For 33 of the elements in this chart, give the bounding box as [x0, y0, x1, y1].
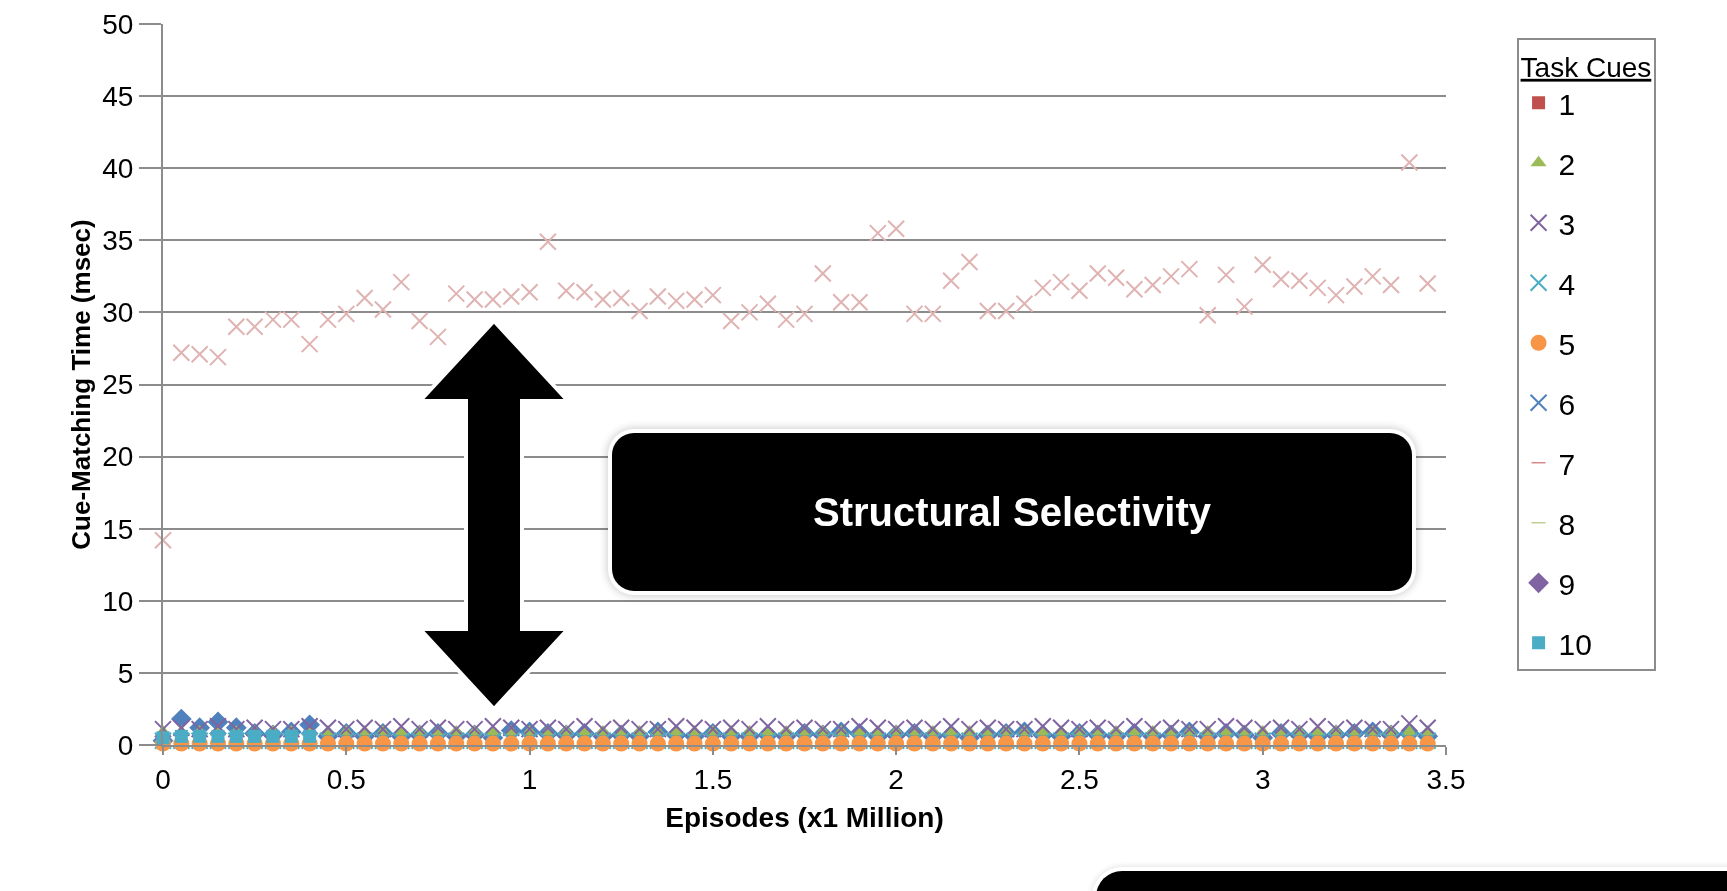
x-tick-label: 2.5 — [1059, 763, 1099, 795]
x-tick-label: 0.5 — [326, 763, 366, 795]
y-tick-label: 50 — [102, 8, 134, 40]
x-tick-label: 1 — [521, 763, 538, 795]
y-tick-label: 40 — [102, 153, 134, 184]
y-tick-label: 0 — [117, 729, 134, 761]
y-axis-title: Cue-Matching Time (msec) — [66, 219, 97, 550]
y-tick-label: 15 — [102, 513, 134, 545]
legend-label: 2 — [1558, 147, 1576, 181]
x-axis-title: Episodes (x1 Million) — [665, 802, 944, 834]
annotation: Structural Selectivity — [813, 489, 1211, 535]
y-tick-label: 20 — [102, 441, 134, 473]
legend-title: Task Cues — [1520, 51, 1652, 83]
legend-label: 3 — [1558, 207, 1576, 241]
legend-label: 9 — [1558, 567, 1576, 601]
legend-label: 1 — [1558, 87, 1576, 121]
x-tick-label: 0 — [155, 763, 171, 795]
legend-label: 4 — [1558, 267, 1576, 301]
y-tick-label: 5 — [117, 657, 134, 689]
y-tick-label: 10 — [102, 585, 134, 617]
legend-label: 6 — [1558, 387, 1576, 421]
y-tick-label: 30 — [102, 297, 134, 329]
y-tick-label: 25 — [102, 369, 134, 401]
x-tick-label: 3 — [1254, 763, 1271, 795]
legend-label: 8 — [1558, 507, 1576, 541]
legend-label: 7 — [1558, 447, 1576, 481]
x-tick-label: 1.5 — [693, 763, 733, 795]
x-tick-label: 3.5 — [1426, 763, 1466, 795]
y-tick-label: 45 — [102, 80, 134, 112]
legend-label: 10 — [1558, 627, 1592, 661]
legend-label: 5 — [1558, 327, 1576, 361]
x-tick-label: 2 — [888, 763, 904, 795]
y-tick-label: 35 — [102, 225, 134, 257]
